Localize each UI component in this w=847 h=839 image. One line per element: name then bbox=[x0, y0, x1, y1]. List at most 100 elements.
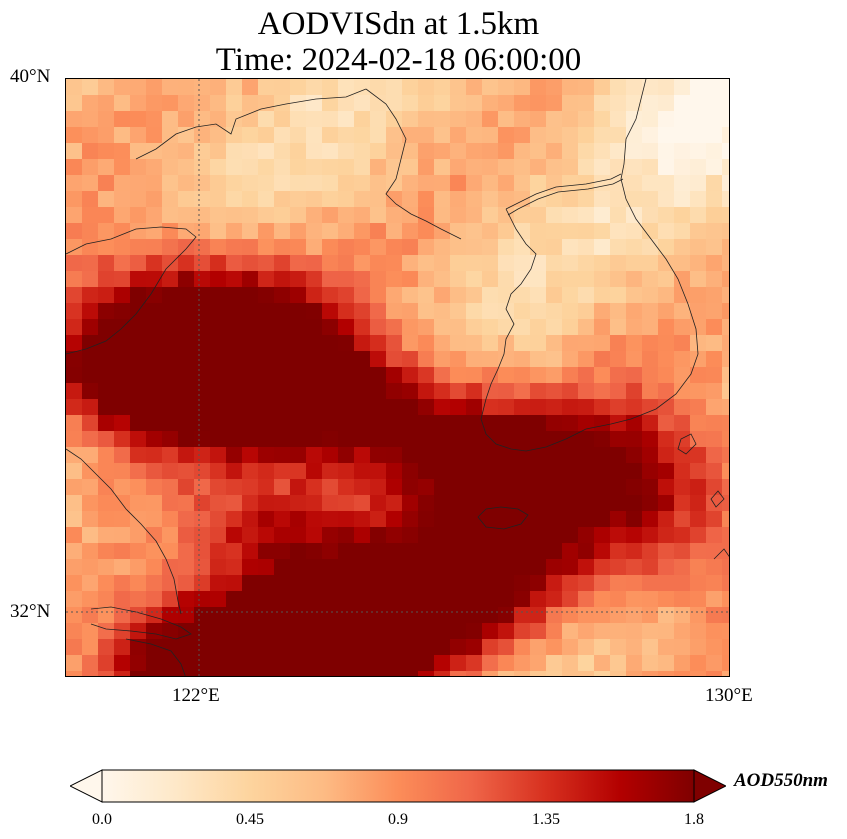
aod-cell bbox=[194, 111, 211, 128]
aod-cell bbox=[706, 287, 723, 304]
aod-cell bbox=[178, 463, 195, 480]
aod-cell bbox=[82, 431, 99, 448]
aod-cell bbox=[210, 543, 227, 560]
aod-cell bbox=[146, 447, 163, 464]
aod-cell bbox=[82, 559, 99, 576]
aod-cell bbox=[98, 223, 115, 240]
aod-cell bbox=[578, 223, 595, 240]
aod-cell bbox=[690, 127, 707, 144]
aod-cell bbox=[546, 431, 563, 448]
aod-cell bbox=[210, 559, 227, 576]
aod-cell bbox=[466, 399, 483, 416]
aod-cell bbox=[66, 239, 83, 256]
aod-cell bbox=[594, 399, 611, 416]
aod-cell bbox=[482, 79, 499, 96]
aod-cell bbox=[210, 79, 227, 96]
aod-cell bbox=[354, 399, 371, 416]
aod-cell bbox=[82, 111, 99, 128]
aod-cell bbox=[210, 511, 227, 528]
aod-cell bbox=[450, 303, 467, 320]
aod-cell bbox=[306, 303, 323, 320]
aod-cell bbox=[130, 463, 147, 480]
aod-cell bbox=[546, 559, 563, 576]
aod-cell bbox=[370, 575, 387, 592]
aod-field bbox=[66, 79, 729, 676]
aod-cell bbox=[498, 399, 515, 416]
aod-cell bbox=[482, 175, 499, 192]
aod-cell bbox=[386, 127, 403, 144]
aod-cell bbox=[418, 527, 435, 544]
aod-cell bbox=[626, 639, 643, 656]
aod-cell bbox=[386, 383, 403, 400]
aod-cell bbox=[594, 639, 611, 656]
aod-cell bbox=[386, 623, 403, 640]
aod-cell bbox=[98, 463, 115, 480]
aod-cell bbox=[82, 223, 99, 240]
aod-cell bbox=[466, 495, 483, 512]
aod-cell bbox=[626, 495, 643, 512]
aod-cell bbox=[82, 495, 99, 512]
aod-cell bbox=[306, 335, 323, 352]
aod-cell bbox=[194, 303, 211, 320]
aod-cell bbox=[658, 479, 675, 496]
aod-cell bbox=[370, 287, 387, 304]
aod-cell bbox=[386, 175, 403, 192]
aod-cell bbox=[466, 559, 483, 576]
aod-cell bbox=[274, 111, 291, 128]
aod-cell bbox=[418, 95, 435, 112]
aod-cell bbox=[722, 575, 729, 592]
aod-cell bbox=[418, 671, 435, 676]
aod-cell bbox=[674, 575, 691, 592]
aod-cell bbox=[594, 271, 611, 288]
aod-cell bbox=[146, 671, 163, 676]
aod-cell bbox=[370, 479, 387, 496]
aod-cell bbox=[162, 287, 179, 304]
aod-cell bbox=[610, 271, 627, 288]
aod-cell bbox=[450, 671, 467, 676]
aod-cell bbox=[562, 447, 579, 464]
aod-cell bbox=[418, 367, 435, 384]
aod-cell bbox=[514, 207, 531, 224]
aod-cell bbox=[130, 271, 147, 288]
aod-cell bbox=[626, 479, 643, 496]
aod-cell bbox=[226, 159, 243, 176]
aod-cell bbox=[722, 95, 729, 112]
lon-label-130e: 130°E bbox=[705, 685, 753, 706]
aod-cell bbox=[370, 255, 387, 272]
aod-cell bbox=[530, 79, 547, 96]
aod-cell bbox=[626, 511, 643, 528]
aod-cell bbox=[578, 287, 595, 304]
aod-cell bbox=[706, 415, 723, 432]
aod-cell bbox=[610, 95, 627, 112]
aod-cell bbox=[674, 335, 691, 352]
aod-cell bbox=[338, 143, 355, 160]
aod-cell bbox=[306, 223, 323, 240]
aod-cell bbox=[610, 79, 627, 96]
aod-cell bbox=[98, 367, 115, 384]
aod-cell bbox=[210, 367, 227, 384]
aod-cell bbox=[162, 543, 179, 560]
aod-cell bbox=[546, 111, 563, 128]
aod-cell bbox=[690, 447, 707, 464]
aod-cell bbox=[258, 671, 275, 676]
aod-cell bbox=[386, 495, 403, 512]
aod-cell bbox=[482, 127, 499, 144]
aod-cell bbox=[386, 303, 403, 320]
aod-cell bbox=[642, 367, 659, 384]
aod-cell bbox=[466, 303, 483, 320]
aod-cell bbox=[658, 527, 675, 544]
aod-cell bbox=[130, 335, 147, 352]
aod-cell bbox=[498, 479, 515, 496]
aod-cell bbox=[66, 447, 83, 464]
aod-cell bbox=[450, 447, 467, 464]
aod-cell bbox=[642, 607, 659, 624]
aod-cell bbox=[562, 479, 579, 496]
aod-cell bbox=[114, 127, 131, 144]
aod-cell bbox=[274, 479, 291, 496]
aod-cell bbox=[130, 95, 147, 112]
aod-cell bbox=[530, 511, 547, 528]
aod-cell bbox=[578, 95, 595, 112]
aod-cell bbox=[82, 623, 99, 640]
aod-cell bbox=[194, 607, 211, 624]
aod-cell bbox=[194, 399, 211, 416]
